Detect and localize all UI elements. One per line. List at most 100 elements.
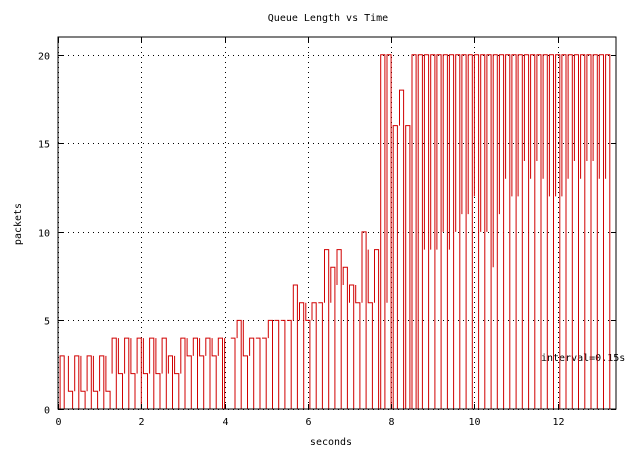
queue-bar xyxy=(161,337,167,409)
queue-bar xyxy=(174,355,180,409)
queue-bar xyxy=(111,337,117,409)
axis-ticks: 0 2 4 6 8 10 12 0 5 10 15 20 xyxy=(38,37,616,428)
x-tick-label: 10 xyxy=(468,417,480,428)
queue-bar xyxy=(592,54,598,409)
queue-bar xyxy=(74,355,80,409)
queue-bar xyxy=(330,266,336,409)
interval-annotation: interval=0.15s xyxy=(541,353,625,364)
queue-bar xyxy=(299,302,305,409)
queue-bar xyxy=(374,249,380,409)
x-tick-label: 0 xyxy=(55,417,61,428)
queue-bar xyxy=(517,54,523,409)
queue-bar xyxy=(430,54,436,409)
queue-bar xyxy=(149,337,155,409)
x-tick-label: 4 xyxy=(222,417,228,428)
queue-bar xyxy=(473,54,480,409)
queue-bar xyxy=(505,54,511,409)
queue-bar xyxy=(255,337,261,409)
queue-bar xyxy=(586,54,592,409)
queue-bar xyxy=(405,125,411,409)
x-tick-label: 8 xyxy=(388,417,394,428)
queue-bar xyxy=(367,249,373,409)
queue-bar xyxy=(511,54,517,409)
queue-bar xyxy=(142,338,148,409)
queue-bar xyxy=(573,54,579,409)
queue-bar xyxy=(180,337,186,409)
queue-bar xyxy=(242,320,248,409)
queue-bar xyxy=(167,355,173,409)
queue-bar xyxy=(455,54,461,409)
queue-bar xyxy=(523,54,530,409)
queue-bar xyxy=(342,266,348,409)
queue-bar xyxy=(548,54,554,409)
queue-bar xyxy=(287,319,292,409)
y-axis-label: packets xyxy=(13,203,24,245)
chart-title: Queue Length vs Time xyxy=(268,13,388,24)
queue-bar xyxy=(423,54,430,409)
queue-bar xyxy=(399,89,405,409)
queue-bar xyxy=(567,54,573,409)
queue-bar xyxy=(274,319,280,409)
queue-bar xyxy=(480,54,486,409)
queue-bar xyxy=(117,338,123,409)
queue-bar xyxy=(411,54,417,409)
queue-bar xyxy=(267,319,273,409)
queue-bar xyxy=(318,302,323,409)
queue-bar xyxy=(217,337,223,409)
queue-bar xyxy=(262,337,267,409)
y-tick-label: 15 xyxy=(38,140,50,151)
queue-bar xyxy=(249,337,255,409)
queue-bar xyxy=(386,54,392,409)
queue-bar xyxy=(205,337,211,409)
y-tick-label: 5 xyxy=(44,317,50,328)
queue-bar xyxy=(192,337,198,409)
queue-bar xyxy=(561,54,567,409)
queue-bar xyxy=(80,355,86,409)
queue-bar xyxy=(536,54,542,409)
queue-bar xyxy=(230,337,236,409)
queue-bar xyxy=(59,355,65,409)
queue-bar xyxy=(467,54,473,409)
queue-bar xyxy=(486,54,492,409)
queue-bar xyxy=(124,337,130,409)
queue-bar xyxy=(311,302,317,409)
queue-bar xyxy=(305,302,311,409)
queue-bar xyxy=(211,338,217,409)
queue-series xyxy=(59,54,611,410)
queue-bar xyxy=(349,284,355,409)
queue-bar xyxy=(136,337,142,409)
queue-bar xyxy=(492,54,498,409)
queue-bar xyxy=(92,355,99,409)
y-tick-label: 10 xyxy=(38,229,50,240)
queue-bar xyxy=(598,54,604,409)
queue-bar xyxy=(199,338,205,409)
queue-bar xyxy=(86,355,92,409)
queue-bar xyxy=(292,284,298,409)
queue-bar xyxy=(542,54,548,409)
y-tick-label: 0 xyxy=(44,406,50,417)
queue-bar xyxy=(99,355,105,409)
queue-bar xyxy=(530,54,536,409)
queue-bar xyxy=(417,54,423,409)
queue-bar xyxy=(361,231,367,409)
queue-bar xyxy=(436,54,442,409)
x-axis-label: seconds xyxy=(310,437,352,448)
queue-bar xyxy=(461,54,467,409)
queue-bar xyxy=(236,319,242,409)
queue-bar xyxy=(280,319,286,409)
queue-bar xyxy=(324,249,330,409)
queue-bar xyxy=(555,54,561,409)
x-tick-label: 12 xyxy=(552,417,564,428)
plot-frame xyxy=(57,36,617,410)
x-tick-label: 6 xyxy=(305,417,311,428)
queue-bar xyxy=(67,355,74,409)
queue-bar xyxy=(380,54,386,409)
queue-bar xyxy=(580,54,586,409)
queue-bar xyxy=(155,338,161,409)
queue-bar xyxy=(130,338,136,409)
queue-bar xyxy=(392,125,398,409)
queue-bar xyxy=(105,355,111,409)
x-tick-label: 2 xyxy=(138,417,144,428)
